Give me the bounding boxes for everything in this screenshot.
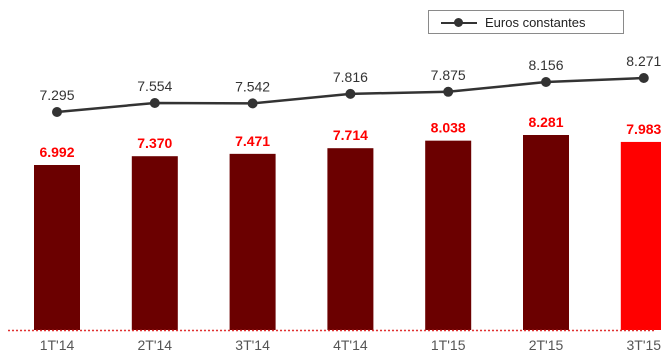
legend-label: Euros constantes xyxy=(485,15,586,30)
x-tick-label-4: 1T'15 xyxy=(431,337,466,353)
line-point-5 xyxy=(541,77,551,88)
bar-value-label-6: 7.983 xyxy=(626,121,661,137)
legend-marker xyxy=(454,18,463,27)
bar-2 xyxy=(229,153,276,330)
bar-3 xyxy=(327,148,374,330)
line-value-label-2: 7.542 xyxy=(235,78,270,94)
x-tick-label-0: 1T'14 xyxy=(40,337,75,353)
bar-0 xyxy=(34,165,80,330)
line-point-1 xyxy=(149,97,160,108)
line-value-label-6: 8.271 xyxy=(626,53,661,69)
line-point-0 xyxy=(52,107,62,117)
line-point-3 xyxy=(345,88,356,99)
line-value-label-3: 7.816 xyxy=(333,69,368,85)
bar-value-label-2: 7.471 xyxy=(235,133,270,149)
bar-value-label-3: 7.714 xyxy=(333,127,368,143)
x-tick-label-2: 3T'14 xyxy=(235,337,270,353)
x-tick-label-6: 3T'15 xyxy=(627,337,661,353)
line-value-label-4: 7.875 xyxy=(431,67,466,83)
bar-value-label-5: 8.281 xyxy=(528,114,563,130)
bar-value-label-0: 6.992 xyxy=(39,144,74,160)
x-tick-label-5: 2T'15 xyxy=(529,337,564,353)
line-point-2 xyxy=(247,98,258,109)
line-value-label-5: 8.156 xyxy=(528,57,563,73)
line-value-label-0: 7.295 xyxy=(39,87,74,103)
line-value-label-1: 7.554 xyxy=(137,78,172,94)
bar-5 xyxy=(523,135,569,330)
line-point-4 xyxy=(443,86,454,97)
legend: Euros constantes xyxy=(428,10,624,34)
bar-4 xyxy=(425,140,472,330)
bar-value-label-4: 8.038 xyxy=(431,120,466,136)
bar-value-label-1: 7.370 xyxy=(137,135,172,151)
bar-6 xyxy=(620,141,661,330)
x-tick-label-3: 4T'14 xyxy=(333,337,368,353)
line-point-6 xyxy=(638,73,649,83)
bar-1 xyxy=(131,156,178,330)
x-tick-label-1: 2T'14 xyxy=(138,337,173,353)
